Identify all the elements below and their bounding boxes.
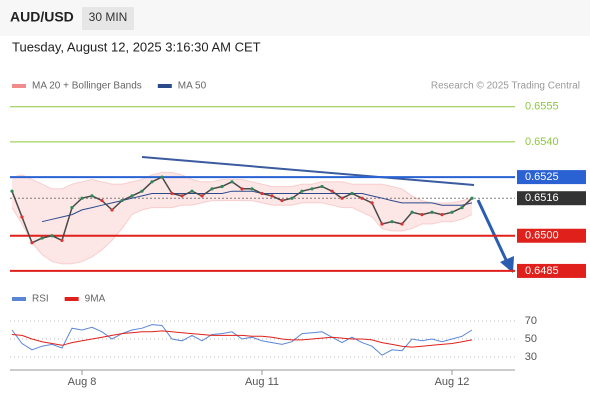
level-label: 0.6525 <box>525 171 559 183</box>
price-point <box>190 189 194 193</box>
arrow-head <box>500 256 514 273</box>
price-point <box>150 180 154 184</box>
level-label: 0.6540 <box>525 136 559 148</box>
price-point <box>40 236 44 240</box>
price-point <box>300 189 304 193</box>
price-point <box>180 194 184 198</box>
timeframe-box <box>82 7 134 30</box>
price-point <box>390 220 394 224</box>
level-label: 0.6500 <box>525 230 559 242</box>
level-box <box>517 228 586 243</box>
price-point <box>420 213 424 217</box>
price-point <box>160 175 164 179</box>
price-point <box>170 191 174 196</box>
timestamp: Tuesday, August 12, 2025 3:16:30 AM CET <box>12 39 261 54</box>
legend-swatch <box>12 84 26 88</box>
price-point <box>360 196 364 200</box>
legend-label: 9MA <box>85 294 106 305</box>
legend-label: RSI <box>32 294 49 305</box>
price-point <box>80 196 84 200</box>
level-label: 0.6555 <box>525 101 559 113</box>
legend-label: MA 50 <box>178 81 207 92</box>
price-point <box>330 189 334 193</box>
price-point <box>470 196 474 200</box>
ma-line <box>41 190 473 223</box>
x-tick-label: Aug 12 <box>435 376 470 388</box>
price-point <box>340 196 344 200</box>
level-label: 0.6485 <box>525 265 559 277</box>
level-box <box>517 263 586 278</box>
rsi-line <box>11 324 473 356</box>
x-tick-label: Aug 8 <box>68 376 97 388</box>
price-point <box>210 187 214 191</box>
trend-line <box>141 156 475 186</box>
rsi-line <box>11 330 473 348</box>
price-point <box>10 189 14 193</box>
price-point <box>250 187 254 191</box>
price-point <box>120 198 124 203</box>
price-point <box>370 201 374 205</box>
symbol: AUD/USD <box>10 9 74 25</box>
y-tick-label: 50 <box>525 333 537 345</box>
price-point <box>130 194 134 198</box>
price-point <box>400 222 404 226</box>
price-point <box>380 222 384 226</box>
price-point <box>100 198 104 203</box>
price-point <box>310 187 314 191</box>
price-point <box>70 205 74 210</box>
legend-swatch <box>157 84 172 88</box>
legend-label: MA 20 + Bollinger Bands <box>32 81 142 92</box>
band-upper <box>11 171 473 204</box>
level-box <box>517 191 586 206</box>
price-point <box>140 189 144 193</box>
price-point <box>410 210 414 214</box>
price-point <box>50 234 54 238</box>
price-point <box>440 213 444 217</box>
price-point <box>320 184 324 189</box>
price-point <box>280 198 284 203</box>
price-point <box>270 194 274 198</box>
price-point <box>110 208 114 212</box>
y-tick-label: 70 <box>525 315 537 327</box>
level-label: 0.6516 <box>525 192 559 204</box>
price-point <box>30 241 34 245</box>
price-point <box>350 191 354 196</box>
legend-swatch <box>64 297 79 301</box>
price-point <box>460 205 464 210</box>
credit: Research © 2025 Trading Central <box>431 81 580 92</box>
price-point <box>60 238 64 243</box>
price-point <box>260 191 264 196</box>
level-box <box>517 170 586 185</box>
price-point <box>200 194 204 198</box>
y-tick-label: 30 <box>525 351 537 363</box>
price-point <box>430 210 434 214</box>
price-point <box>290 196 294 200</box>
price-point <box>220 184 224 189</box>
price-point <box>240 187 244 191</box>
band-lower <box>11 200 473 265</box>
price-point <box>90 194 94 198</box>
price-point <box>20 215 24 219</box>
forecast-arrow <box>476 199 509 263</box>
price-point <box>450 210 454 214</box>
x-tick-label: Aug 11 <box>245 376 279 388</box>
price-point <box>230 180 234 184</box>
legend-swatch <box>12 297 26 301</box>
timeframe: 30 MIN <box>89 10 128 24</box>
